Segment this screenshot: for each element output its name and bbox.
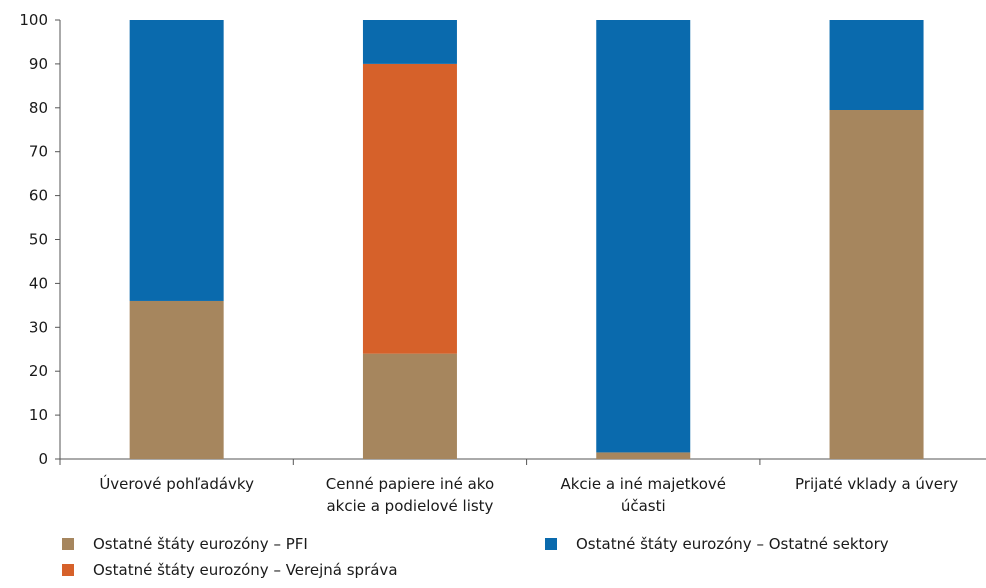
y-tick-label: 50 — [29, 231, 48, 249]
category-label: Cenné papiere iné ako — [326, 475, 494, 493]
category-label: akcie a podielové listy — [326, 497, 493, 515]
bar-segment — [596, 452, 691, 459]
category-labels: Úverové pohľadávky Cenné papiere iné ako a… — [99, 474, 958, 515]
legend-swatch — [545, 538, 557, 550]
bar-segment — [129, 20, 224, 301]
bar-segment — [362, 63, 457, 354]
legend-label: Ostatné štáty eurozóny – PFI — [93, 535, 308, 553]
bar-segment — [362, 20, 457, 64]
bars — [129, 20, 924, 460]
y-tick-label: 40 — [29, 274, 48, 292]
legend-swatch — [62, 538, 74, 550]
y-tick-label: 60 — [29, 187, 48, 205]
category-label: účasti — [621, 497, 666, 515]
legend: Ostatné štáty eurozóny – PFI Ostatné štát… — [62, 535, 889, 579]
y-tick-label: 80 — [29, 99, 48, 117]
bar-segment — [362, 353, 457, 459]
y-tick-label: 0 — [38, 450, 48, 468]
axes: 0 10 20 30 40 50 60 70 80 90 100 — [19, 11, 986, 468]
legend-label: Ostatné štáty eurozóny – Verejná správa — [93, 561, 398, 579]
category-label: Úverové pohľadávky — [99, 474, 254, 493]
y-tick-label: 20 — [29, 362, 48, 380]
category-label: Prijaté vklady a úvery — [795, 475, 958, 493]
legend-label: Ostatné štáty eurozóny – Ostatné sektory — [576, 535, 889, 553]
y-tick-label: 100 — [19, 11, 48, 29]
category-label: Akcie a iné majetkové — [560, 475, 726, 493]
bar-segment — [596, 20, 691, 453]
y-tick-label: 70 — [29, 143, 48, 161]
bar-segment — [129, 300, 224, 459]
bar-segment — [829, 109, 924, 460]
y-tick-label: 10 — [29, 406, 48, 424]
y-tick-label: 90 — [29, 55, 48, 73]
bar-segment — [829, 20, 924, 110]
y-tick-label: 30 — [29, 318, 48, 336]
legend-swatch — [62, 564, 74, 576]
